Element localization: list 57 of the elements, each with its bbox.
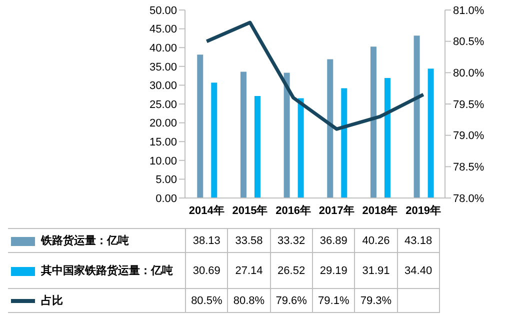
- data-label: 80.8%: [228, 288, 270, 312]
- x-tick-label: 2014年: [188, 204, 224, 217]
- data-label: 36.89: [312, 228, 355, 252]
- data-label: 26.52: [270, 252, 312, 288]
- y-tick-label: 45.00: [149, 24, 177, 36]
- bar: [298, 98, 304, 198]
- y-tick-label: 35.00: [149, 61, 177, 74]
- data-label: 34.40: [397, 252, 440, 288]
- y2-tick-label: 79.0%: [453, 130, 484, 142]
- y-tick-label: 50.00: [149, 4, 177, 17]
- x-tick-label: 2019年: [406, 204, 442, 217]
- bar: [211, 82, 218, 198]
- y2-tick-label: 79.5%: [453, 98, 484, 111]
- y-tick-label: 30.00: [149, 80, 177, 92]
- x-tick-label: 2015年: [232, 204, 268, 217]
- bar: [254, 96, 260, 198]
- bar: [428, 68, 434, 198]
- y2-tick-label: 81.0%: [453, 4, 484, 17]
- data-label: 79.1%: [312, 288, 355, 312]
- data-label: 31.91: [354, 252, 398, 288]
- legend-label: 占比: [8, 288, 186, 312]
- y-tick-label: 25.00: [149, 98, 177, 111]
- y-tick-label: 5.00: [156, 174, 177, 186]
- bar: [240, 72, 246, 198]
- y2-tick-label: 80.0%: [453, 68, 484, 80]
- bar: [341, 88, 348, 198]
- bar: [370, 46, 376, 198]
- data-label: 38.13: [186, 228, 228, 252]
- x-tick-label: 2018年: [362, 204, 398, 217]
- data-label: 80.5%: [186, 288, 228, 312]
- y-tick-label: 40.00: [149, 42, 177, 55]
- data-label: 43.18: [397, 228, 440, 252]
- data-label: 33.32: [270, 228, 312, 252]
- bar: [414, 36, 420, 198]
- bar: [384, 78, 390, 198]
- data-label: 79.6%: [270, 288, 312, 312]
- x-tick-label: 2017年: [318, 204, 354, 217]
- x-tick-label: 2016年: [276, 204, 312, 217]
- data-label: 79.3%: [354, 288, 398, 312]
- bar: [284, 72, 290, 198]
- data-label: 29.19: [312, 252, 355, 288]
- y-tick-label: 10.00: [149, 155, 177, 168]
- bar: [197, 54, 204, 198]
- y2-tick-label: 80.5%: [453, 36, 484, 48]
- bar: [327, 59, 334, 198]
- data-label: 30.69: [186, 252, 228, 288]
- data-label: 33.58: [228, 228, 270, 252]
- y-tick-label: 20.00: [149, 118, 177, 130]
- data-label: 27.14: [228, 252, 270, 288]
- y-tick-label: 0.00: [156, 192, 177, 205]
- legend-label: 铁路货运量：亿吨: [8, 228, 186, 252]
- line-series: [204, 20, 426, 131]
- data-label: 40.26: [354, 228, 398, 252]
- y2-tick-label: 78.5%: [453, 162, 484, 174]
- legend-label: 其中国家铁路货运量：亿吨: [8, 252, 186, 288]
- y2-tick-label: 78.0%: [453, 192, 484, 205]
- y-tick-label: 15.00: [149, 136, 177, 149]
